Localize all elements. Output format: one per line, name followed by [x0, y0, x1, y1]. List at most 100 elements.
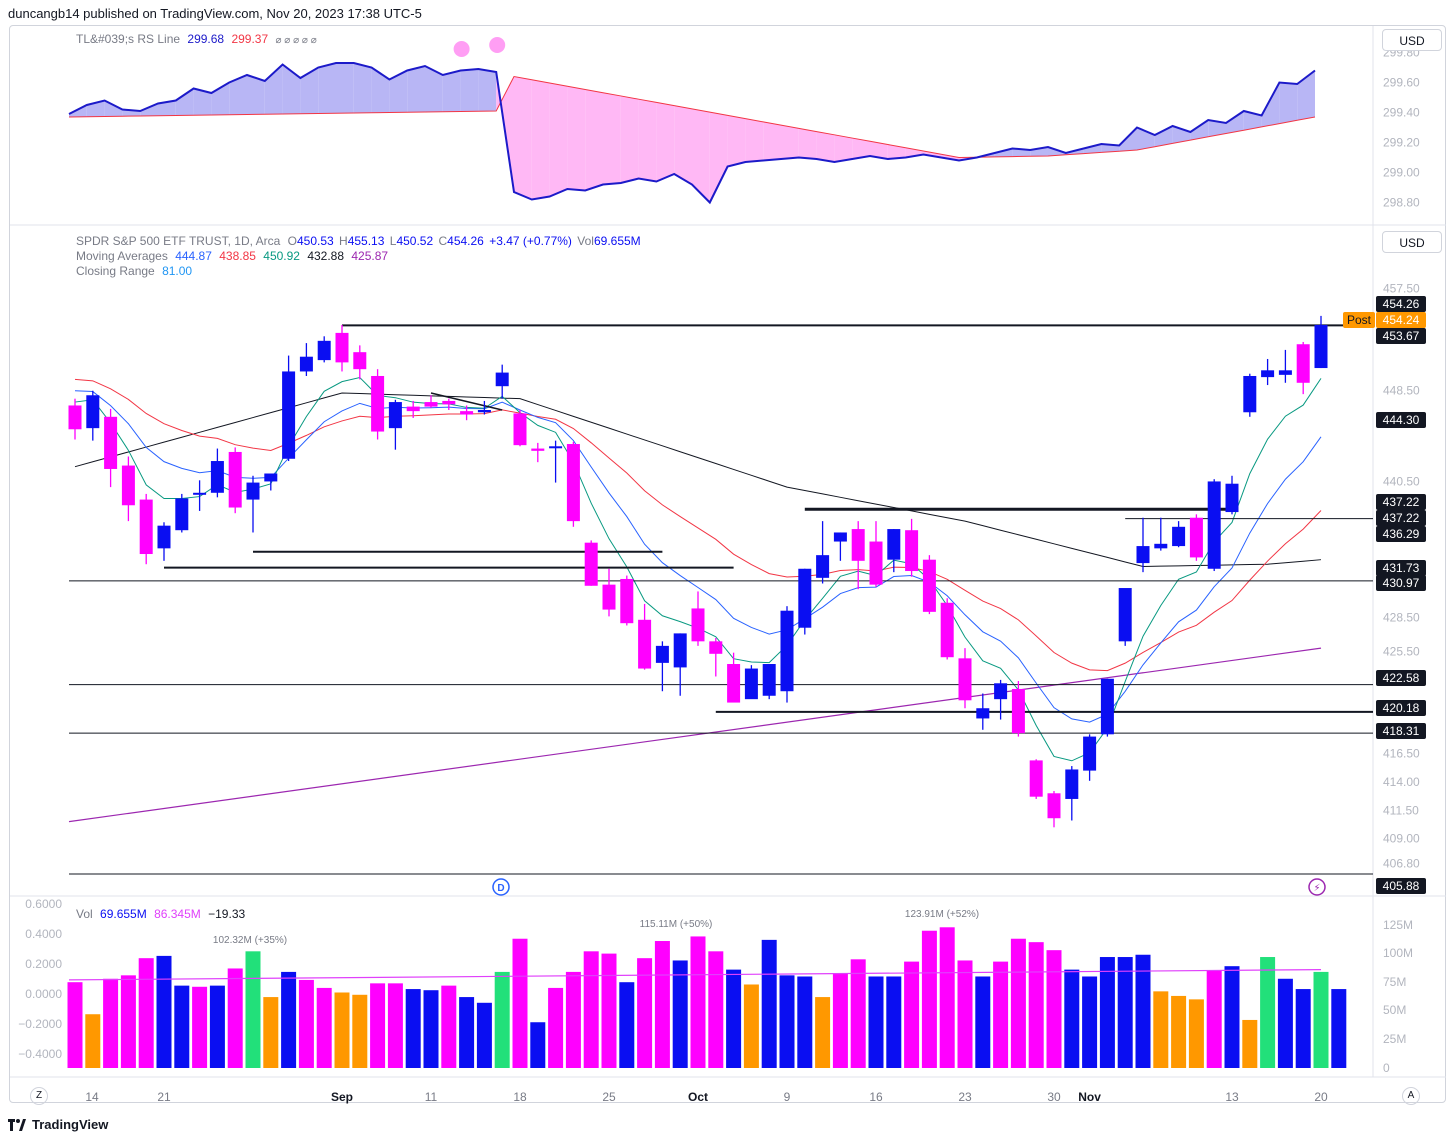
volume-bar	[120, 975, 136, 1068]
price-badge: 422.58	[1376, 670, 1426, 686]
volume-bar	[975, 976, 991, 1068]
candle-body	[424, 402, 438, 407]
rs-fill-segment	[603, 92, 621, 185]
price-badge-bg	[1376, 328, 1426, 344]
volume-annotation: 123.91M (+52%)	[905, 909, 979, 920]
ohlc-high: 455.13	[347, 234, 385, 248]
rs-fill-segment	[870, 141, 888, 159]
volume-right-axis-tick: 0	[1383, 1061, 1390, 1075]
ohlc-l-label: L	[389, 234, 397, 248]
volume-bar	[67, 982, 83, 1068]
dividend-marker-circle	[492, 878, 510, 896]
ma-200-line	[68, 647, 1322, 823]
price-badge-label: 453.67	[1383, 329, 1420, 343]
volume-bar	[886, 976, 902, 1068]
timezone-button[interactable]: Z	[30, 1087, 48, 1105]
price-badge-bg	[1376, 700, 1426, 716]
price-badge: 431.73	[1376, 560, 1426, 576]
volume-pane: 102.32M (+35%) 115.11M (+50%) 123.91M (+52…	[67, 909, 1347, 1068]
rs-fill-segment	[407, 66, 425, 113]
price-badge: 453.67	[1376, 328, 1426, 344]
price-currency-button[interactable]: USD	[1382, 231, 1442, 253]
time-axis-label: 20	[1314, 1090, 1328, 1104]
rs-fill-segment	[1208, 120, 1226, 137]
price-badge-bg	[1376, 878, 1426, 894]
rs-fill-segment	[318, 63, 336, 114]
price-badge: 430.97	[1376, 575, 1426, 591]
candle-body	[1278, 370, 1292, 375]
candle-body	[584, 542, 598, 586]
candle-body	[620, 578, 634, 624]
candle-body	[994, 683, 1008, 700]
price-badge-label: 454.26	[1383, 297, 1420, 311]
rs-fill-segment	[300, 67, 319, 114]
rs-currency-button[interactable]: USD	[1382, 29, 1442, 51]
price-badge: 405.88	[1376, 878, 1426, 894]
auto-scale-button[interactable]: A	[1402, 1087, 1420, 1105]
price-badge-bg	[1376, 560, 1426, 576]
earnings-marker-label: ⚡	[1313, 883, 1320, 894]
rs-legend-value1: 299.68	[187, 32, 225, 46]
candle-body	[1243, 375, 1257, 413]
volume-bar	[1028, 942, 1044, 1068]
price-badge-label: 437.22	[1383, 511, 1420, 525]
volume-annotation: 115.11M (+50%)	[640, 919, 713, 930]
candle-body	[228, 451, 242, 508]
candle-body	[1207, 481, 1221, 569]
volume-bar	[672, 960, 688, 1068]
candle-body	[602, 584, 616, 610]
candle-body	[139, 499, 153, 555]
price-axis-tick: 448.50	[1383, 384, 1420, 398]
rs-line-pane	[68, 37, 1316, 205]
symbol-row: SPDR S&P 500 ETF TRUST, 1D, Arca O450.53…	[76, 234, 641, 249]
volume-bar	[281, 971, 297, 1068]
rs-fill-segment	[852, 138, 870, 159]
candle-body	[869, 541, 883, 585]
volume-bar	[370, 983, 386, 1068]
volume-left-axis-tick: 0.6000	[25, 897, 62, 911]
rs-fill-segment	[745, 118, 764, 162]
volume-bar	[993, 961, 1009, 1068]
volume-bar	[387, 983, 403, 1068]
volume-bar	[423, 990, 439, 1068]
volume-bar	[316, 987, 332, 1068]
volume-bar	[209, 985, 225, 1068]
rs-legend[interactable]: TL&#039;s RS Line 299.68 299.37 ⌀ ⌀ ⌀ ⌀ …	[76, 32, 317, 48]
price-badge-bg	[1376, 510, 1426, 526]
price-badge-label: 420.18	[1383, 701, 1420, 715]
rs-fill-segment	[709, 112, 728, 203]
rs-fill-segment	[1119, 127, 1137, 152]
volume-right-axis-tick: 100M	[1383, 946, 1413, 960]
candle-body	[317, 340, 331, 361]
price-axis-tick: 406.80	[1383, 857, 1420, 871]
price-badge-label: 454.24	[1383, 313, 1420, 327]
rs-fill-segment	[247, 75, 265, 115]
candle-body	[371, 375, 385, 432]
volume-legend[interactable]: Vol 69.655M 86.345M −19.33	[76, 907, 245, 922]
price-badge-label: 444.30	[1383, 413, 1420, 427]
volume-bar	[565, 971, 581, 1068]
volume-bar	[1242, 1019, 1258, 1068]
candle-body	[922, 559, 936, 612]
candle-body	[86, 395, 100, 429]
volume-bar	[1010, 938, 1026, 1068]
ohlc-close: 454.26	[447, 234, 484, 248]
price-badge: 444.30	[1376, 412, 1426, 428]
volume-annotation: 102.32M (+35%)	[213, 935, 287, 946]
volume-bar	[1064, 969, 1080, 1068]
ma-50-line	[74, 392, 1322, 567]
time-axis-label: 13	[1225, 1090, 1239, 1104]
price-badge-bg	[1376, 575, 1426, 591]
volume-bar	[779, 975, 795, 1068]
candle-body	[673, 633, 687, 668]
published-caption: duncangb14 published on TradingView.com,…	[8, 6, 422, 21]
dividend-marker-label: D	[497, 883, 504, 894]
candle-body	[388, 402, 402, 429]
volume-bar	[601, 953, 617, 1068]
rs-fill-segment	[674, 105, 692, 185]
candle-body	[442, 400, 456, 405]
volume-bar	[708, 951, 724, 1068]
price-legend[interactable]: SPDR S&P 500 ETF TRUST, 1D, Arca O450.53…	[76, 234, 641, 279]
volume-bar	[1206, 970, 1222, 1068]
